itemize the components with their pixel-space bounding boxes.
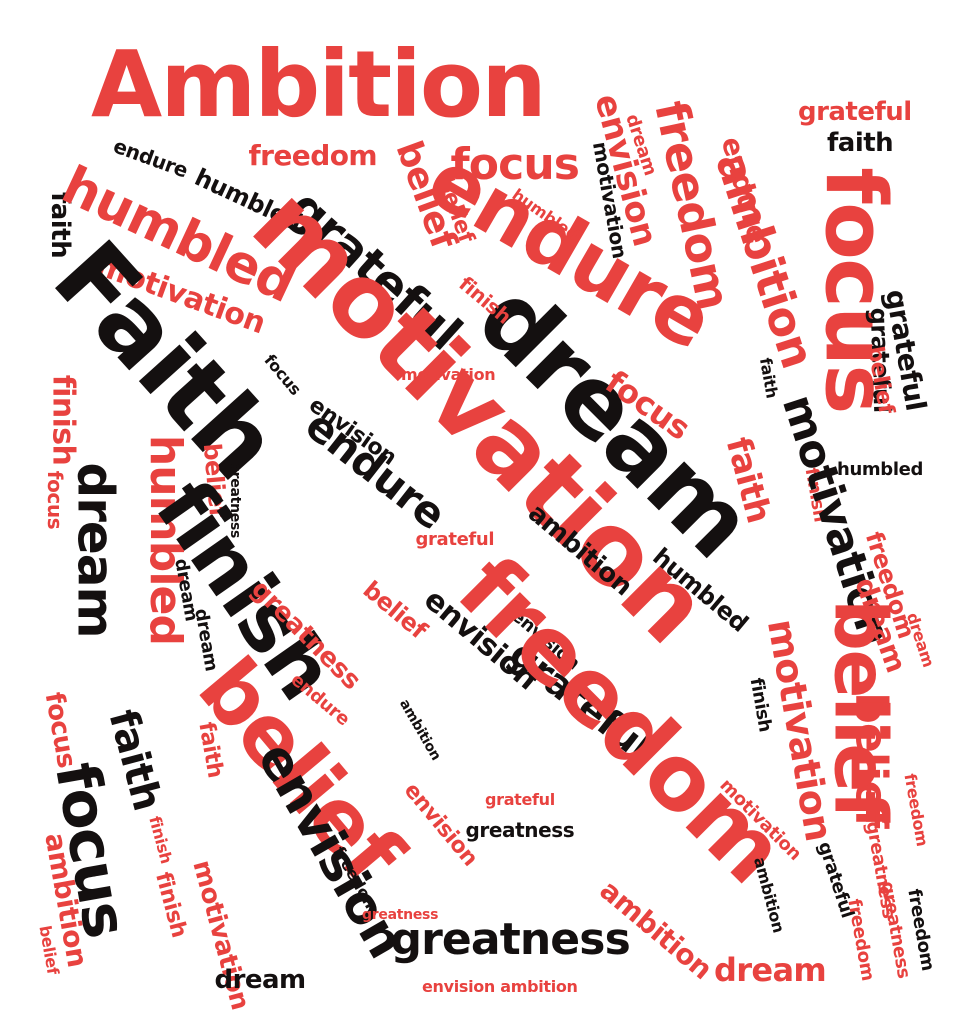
cloud-word: focus: [43, 470, 68, 530]
cloud-word: grateful: [415, 529, 495, 550]
cloud-word: focus: [450, 139, 580, 190]
cloud-word: freedom: [248, 139, 378, 172]
cloud-word: grateful: [798, 97, 912, 127]
cloud-word: envision ambition: [422, 977, 578, 996]
cloud-word: ambition: [395, 696, 444, 764]
cloud-word: grateful: [485, 790, 555, 809]
cloud-word: finish: [44, 374, 80, 466]
cloud-word: focus: [38, 689, 82, 771]
cloud-word: greatness: [390, 914, 631, 965]
cloud-word: finish: [145, 814, 177, 866]
cloud-word: motivation: [401, 365, 496, 384]
cloud-word: Ambition: [91, 31, 547, 138]
cloud-word: faith: [755, 356, 782, 400]
cloud-word: faith: [827, 128, 894, 158]
cloud-word: dream: [214, 965, 307, 995]
cloud-word: humbled: [837, 459, 924, 480]
cloud-word: dream: [66, 462, 125, 638]
cloud-word: dream: [714, 951, 827, 989]
cloud-word: endure: [109, 133, 191, 183]
cloud-word: ambition: [749, 855, 788, 935]
cloud-word: finish: [150, 869, 192, 941]
cloud-word: greatness: [465, 818, 575, 842]
cloud-word: greatness: [362, 907, 439, 923]
cloud-word: belief: [818, 599, 903, 821]
cloud-word: freedom: [899, 772, 932, 848]
cloud-word: freedom: [842, 897, 878, 983]
